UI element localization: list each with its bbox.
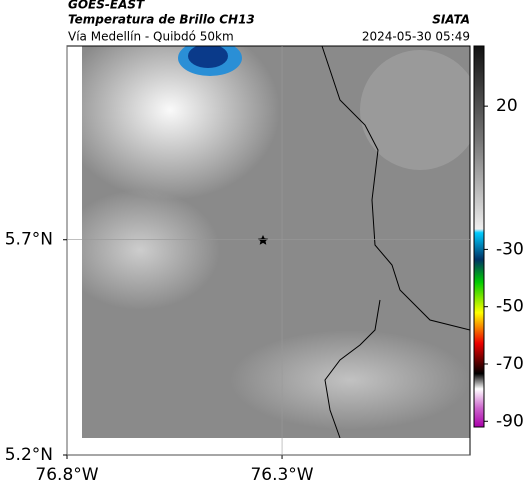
x-tick-label: 76.8°W [35,465,98,485]
route: Vía Medellín - Quibdó 50km [68,30,234,44]
colorbar-label: -50 [496,297,524,317]
subtitle: Temperatura de Brillo CH13 [68,13,255,27]
y-tick-label: 5.2°N [5,445,53,465]
satellite-image [82,46,470,438]
y-tick-label: 5.7°N [5,230,53,250]
x-tick-label: 76.3°W [250,465,313,485]
title: GOES-EAST [68,0,145,12]
source: SIATA [432,13,470,27]
colorbar-label: -30 [496,239,524,259]
colorbar-label: -70 [496,354,524,374]
colorbar-label: -90 [496,411,524,431]
datetime: 2024-05-30 05:49 [362,30,470,44]
colorbar [473,45,485,428]
colorbar-label: 20 [496,96,518,116]
